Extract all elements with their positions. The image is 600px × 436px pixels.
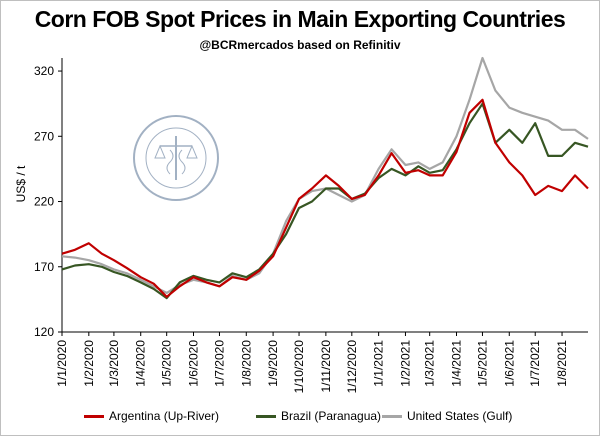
x-tick-label: 1/3/2021 [423, 340, 437, 387]
x-tick-label: 1/7/2021 [528, 340, 542, 387]
series-line-brazil [61, 102, 589, 300]
x-tick-label: 1/4/2021 [450, 340, 464, 387]
legend-label-united-states: United States (Gulf) [407, 409, 513, 423]
y-tick-label: 270 [34, 129, 54, 143]
x-tick-label: 1/11/2020 [319, 340, 333, 393]
legend-swatch-argentina [84, 414, 104, 418]
x-tick-label: 1/1/2020 [55, 340, 69, 387]
y-tick-label: 220 [34, 195, 54, 209]
series-line-argentina [61, 98, 589, 298]
x-tick-label: 1/2/2021 [398, 340, 412, 387]
x-tick-label: 1/2/2020 [82, 340, 96, 387]
x-tick-label: 1/4/2020 [134, 340, 148, 387]
legend-item-united-states: United States (Gulf) [382, 409, 512, 423]
x-tick-label: 1/8/2020 [239, 340, 253, 387]
bcr-logo-watermark [133, 115, 219, 201]
chart-subtitle: @BCRmercados based on Refinitiv [199, 38, 401, 52]
x-tick-label: 1/3/2020 [107, 340, 121, 387]
x-tick-label: 1/7/2020 [212, 340, 226, 387]
legend-item-brazil: Brazil (Paranagua) [256, 409, 381, 423]
y-tick-label: 320 [34, 64, 54, 78]
x-tick-label: 1/10/2020 [292, 340, 306, 394]
x-tick-label: 1/1/2021 [372, 340, 386, 387]
legend-swatch-brazil [256, 414, 276, 418]
legend-label-argentina: Argentina (Up-River) [109, 409, 220, 423]
x-tick-label: 1/6/2021 [502, 340, 516, 387]
legend-swatch-united-states [382, 414, 402, 418]
x-tick-label: 1/12/2020 [345, 340, 359, 394]
chart-legend: Argentina (Up-River) Brazil (Paranagua) … [0, 409, 600, 427]
x-tick-label: 1/5/2021 [475, 340, 489, 387]
y-tick-label: 120 [34, 325, 54, 339]
legend-item-argentina: Argentina (Up-River) [84, 409, 219, 423]
y-tick-label: 170 [34, 260, 54, 274]
legend-label-brazil: Brazil (Paranagua) [281, 409, 382, 423]
x-tick-label: 1/9/2020 [266, 340, 280, 387]
x-tick-label: 1/5/2020 [160, 340, 174, 387]
x-tick-label: 1/8/2021 [555, 340, 569, 387]
chart-title: Corn FOB Spot Prices in Main Exporting C… [34, 6, 566, 32]
x-tick-label: 1/6/2020 [187, 340, 201, 387]
